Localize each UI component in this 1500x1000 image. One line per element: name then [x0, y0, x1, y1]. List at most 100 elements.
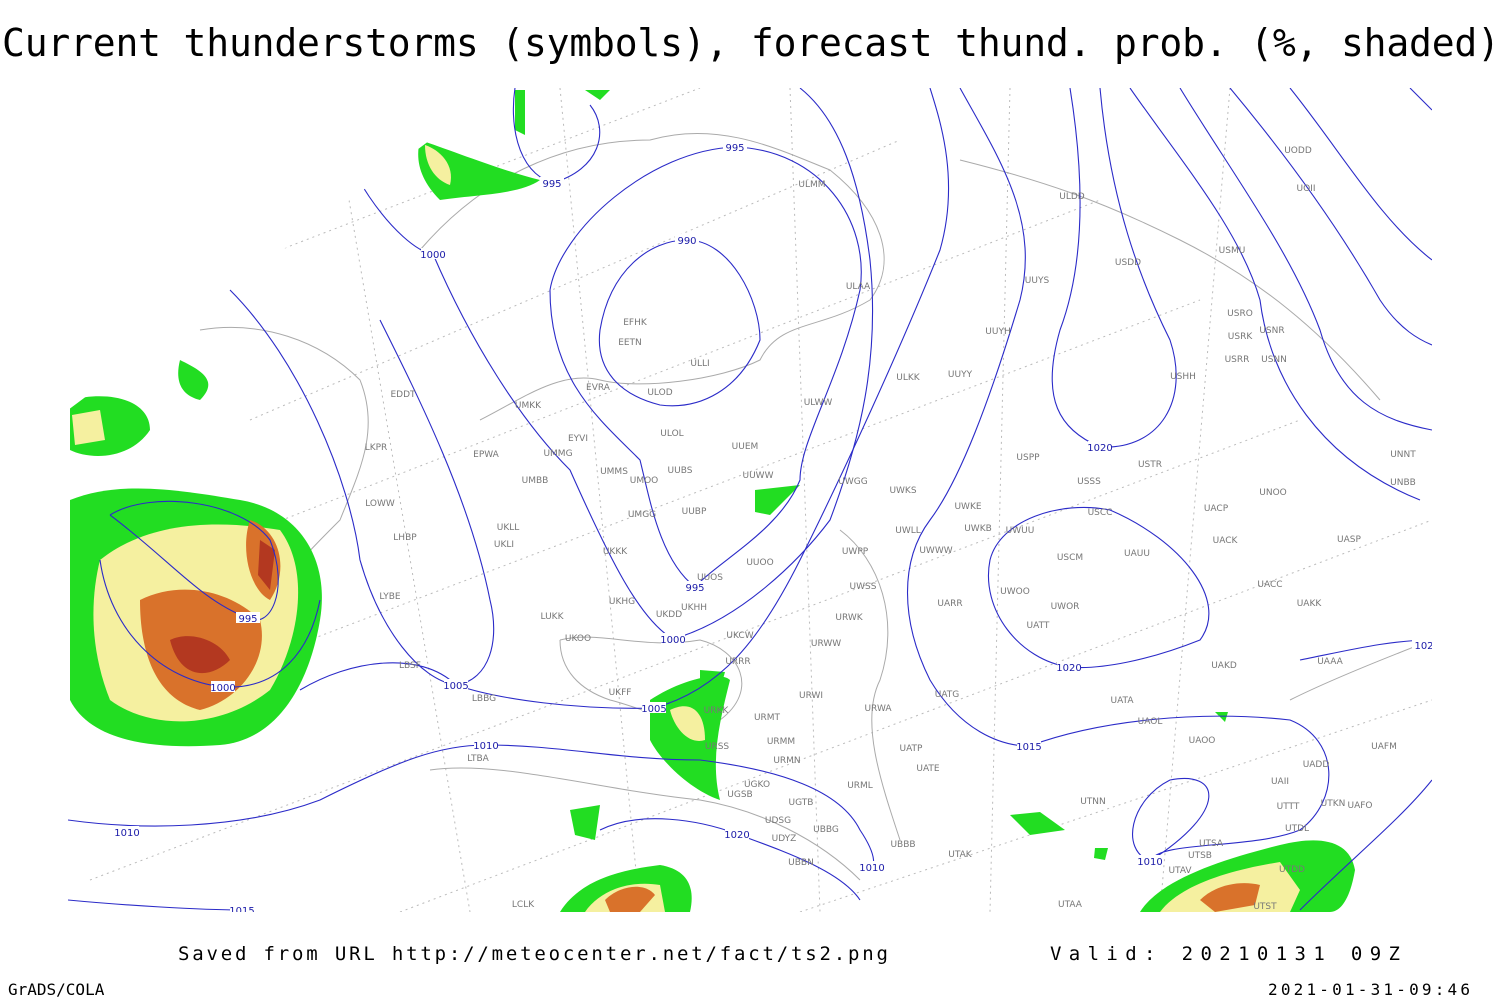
station-code: UWOR: [1051, 602, 1080, 612]
station-code: UDSG: [765, 816, 791, 826]
isobar-label: 1010: [114, 828, 139, 839]
station-code: UAOO: [1189, 736, 1216, 746]
isobars: [68, 88, 1432, 911]
isobar-label: 1000: [660, 635, 685, 646]
station-code: UMGG: [628, 510, 656, 520]
station-code: UACP: [1204, 504, 1229, 514]
station-code: UWLL: [895, 526, 921, 536]
station-code: ULLI: [690, 359, 709, 369]
isobar-label-bg: [230, 904, 254, 912]
station-code: USPP: [1016, 453, 1040, 463]
station-code: UATP: [900, 744, 924, 754]
station-code: EETN: [618, 338, 642, 348]
isobar-label-bg: [725, 828, 749, 839]
station-code: LKPR: [365, 443, 388, 453]
station-code: UKHG: [609, 597, 635, 607]
isobar-label-bg: [860, 861, 884, 872]
station-code: ULMM: [798, 180, 825, 190]
isobar-label-bg: [661, 633, 685, 644]
station-code: URSS: [705, 742, 730, 752]
station-code: URWI: [799, 691, 823, 701]
station-code: UAKK: [1297, 599, 1323, 609]
isobar-label-bg: [675, 234, 699, 245]
isobar-label: 1015: [1016, 742, 1041, 753]
station-code: UATA: [1110, 696, 1134, 706]
station-code: UUEM: [732, 442, 759, 452]
station-code: UUBP: [682, 507, 707, 517]
station-code: UAII: [1271, 777, 1289, 787]
station-code: UATT: [1027, 621, 1050, 631]
station-code: UTDD: [1279, 865, 1305, 875]
station-code: UKHH: [681, 603, 707, 613]
station-code: EFHK: [623, 318, 648, 328]
station-code: UTAA: [1058, 900, 1083, 910]
isobar-label-bg: [642, 702, 666, 713]
isobar-label: 995: [725, 143, 744, 154]
station-code: UTNN: [1080, 797, 1106, 807]
station-code: UTSB: [1188, 851, 1212, 861]
isobar-label-bg: [1412, 639, 1432, 650]
station-code: URMT: [754, 713, 781, 723]
station-code: URMM: [767, 737, 795, 747]
station-code: ULKK: [896, 373, 921, 383]
software: GrADS/COLA: [8, 980, 105, 999]
station-code: UUYH: [985, 327, 1010, 337]
station-code: UAKD: [1211, 661, 1237, 671]
valid-time: Valid: 20210131 09Z: [1050, 943, 1400, 965]
station-code: UUWW: [743, 471, 774, 481]
station-code: EYVI: [568, 434, 588, 444]
isobar-label: 1000: [210, 683, 235, 694]
station-code: UKOO: [565, 634, 591, 644]
isobar-label: 102: [1414, 641, 1433, 652]
isobar-label-bg: [444, 679, 468, 690]
station-code: USNR: [1259, 326, 1284, 336]
station-code: URMN: [773, 756, 800, 766]
station-code: USCC: [1088, 508, 1113, 518]
graticule: [89, 88, 1432, 912]
isobar-label: 1010: [859, 863, 884, 874]
isobar-label-bg: [1138, 855, 1162, 866]
station-code: UASP: [1337, 535, 1361, 545]
isobar-label-bg: [723, 141, 747, 152]
isobar-label: 1000: [420, 250, 445, 261]
station-code: USHH: [1170, 372, 1196, 382]
station-code: LOWW: [365, 499, 395, 509]
isobar-label-bg: [683, 581, 707, 592]
station-code: ULAA: [846, 282, 871, 292]
station-code: UKCW: [726, 631, 753, 641]
isobar-labels: 995 995 1000 990 995 1000 995 1000 1005 1005 1010 1…: [114, 141, 1433, 912]
station-code: ULWW: [804, 398, 833, 408]
isobar-label: 1020: [1056, 663, 1081, 674]
isobar-label: 1005: [641, 704, 666, 715]
station-code: UNNT: [1390, 450, 1416, 460]
station-code: UAAA: [1317, 657, 1343, 667]
isobar-label-bg: [421, 248, 445, 259]
station-code: EPWA: [473, 450, 500, 460]
station-code: USRR: [1225, 355, 1250, 365]
station-code: UMKK: [515, 401, 542, 411]
station-code: EDDT: [390, 390, 416, 400]
station-code: UADD: [1303, 760, 1330, 770]
isobar-label-bg: [1088, 441, 1112, 452]
isobar-label-bg: [236, 612, 260, 623]
timestamp: 2021-01-31-09:46: [1268, 980, 1470, 999]
station-code: UWKS: [889, 486, 916, 496]
station-code: USSS: [1077, 477, 1101, 487]
station-code: UMOO: [630, 476, 659, 486]
station-code: ULDD: [1059, 192, 1085, 202]
isobar-label: 1005: [443, 681, 468, 692]
station-code: UTKN: [1321, 799, 1346, 809]
station-code: ULOD: [647, 388, 672, 398]
station-code: USNN: [1261, 355, 1287, 365]
probability-shading: [70, 90, 1355, 912]
station-code: UUYY: [948, 370, 973, 380]
isobar-label: 995: [542, 179, 561, 190]
station-code: ULOL: [660, 429, 683, 439]
isobar-label: 1010: [473, 741, 498, 752]
station-code: UWGG: [838, 477, 867, 487]
station-code: URWK: [835, 613, 863, 623]
station-code: URWW: [811, 639, 841, 649]
station-code: UUBS: [668, 466, 693, 476]
station-code: UMMG: [543, 449, 572, 459]
